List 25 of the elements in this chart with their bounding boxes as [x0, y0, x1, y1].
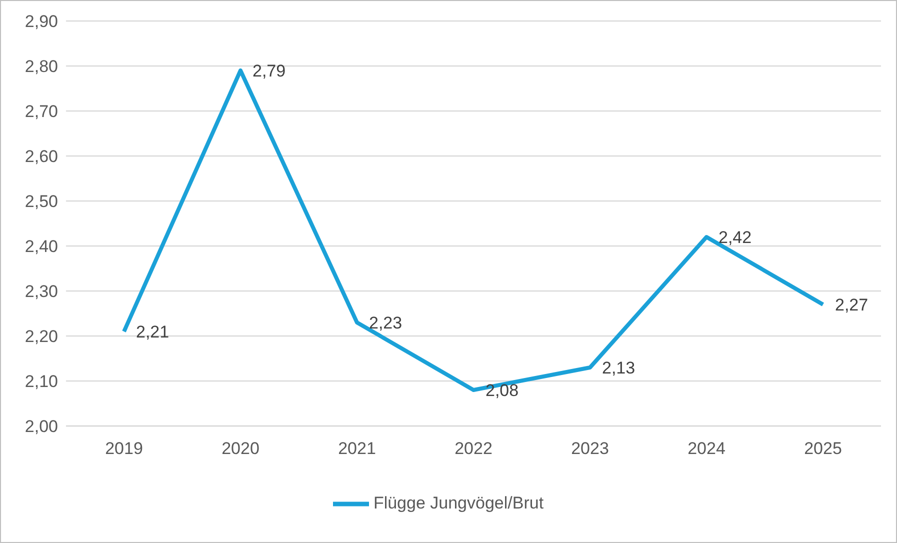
data-label: 2,42 [718, 228, 752, 247]
y-tick-label: 2,50 [24, 192, 58, 212]
y-tick-label: 2,90 [24, 12, 58, 32]
x-tick-label: 2023 [571, 439, 609, 458]
x-tick-label: 2025 [804, 439, 842, 458]
y-tick-label: 2,60 [24, 147, 58, 166]
data-label: 2,79 [252, 62, 286, 80]
y-tick-label: 2,70 [24, 102, 58, 122]
y-tick-label: 2,40 [24, 237, 58, 256]
data-label: 2,21 [136, 322, 170, 342]
data-label: 2,08 [486, 381, 519, 400]
x-tick-label: 2022 [454, 439, 492, 458]
x-tick-label: 2021 [338, 439, 376, 458]
data-label: 2,23 [369, 314, 402, 332]
y-tick-label: 2,80 [24, 57, 58, 76]
x-tick-label: 2020 [222, 439, 260, 458]
y-tick-label: 2,00 [24, 417, 58, 436]
x-tick-label: 2024 [688, 439, 726, 458]
y-tick-label: 2,10 [24, 372, 58, 392]
data-label: 2,13 [602, 358, 636, 378]
y-tick-label: 2,30 [24, 282, 58, 302]
legend-label: Flügge Jungvögel/Brut [373, 493, 544, 512]
x-tick-label: 2019 [105, 439, 143, 458]
y-tick-label: 2,20 [24, 327, 58, 346]
data-label: 2,27 [835, 296, 868, 314]
